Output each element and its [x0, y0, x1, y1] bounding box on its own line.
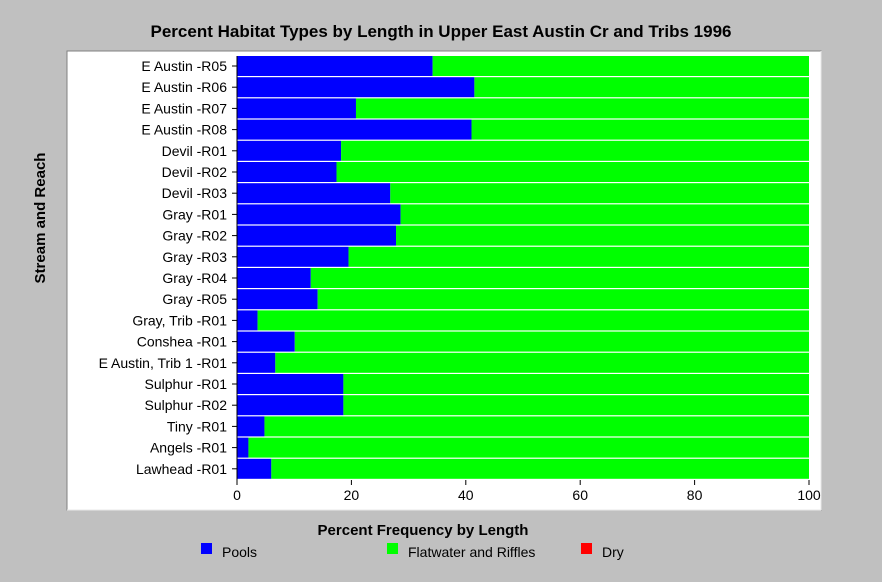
bar-flatwater-and-riffles-gray-r01: [400, 204, 809, 225]
legend-swatch-pools: [201, 543, 212, 554]
category-label-gray-r05: Gray -R05: [162, 291, 227, 307]
bar-flatwater-and-riffles-devil-r02: [336, 162, 809, 182]
bar-flatwater-and-riffles-gray-r04: [310, 268, 809, 288]
bar-flatwater-and-riffles-gray-r05: [317, 289, 809, 310]
category-label-e-austin-r07: E Austin -R07: [141, 100, 227, 116]
x-tick-label-80: 80: [687, 487, 703, 503]
category-label-devil-r02: Devil -R02: [162, 164, 228, 180]
bar-pools-e-austin-r06: [237, 77, 475, 98]
bar-flatwater-and-riffles-devil-r03: [390, 183, 809, 204]
bar-flatwater-and-riffles-gray-trib-r01: [257, 310, 809, 331]
x-tick-label-100: 100: [797, 487, 821, 503]
bar-flatwater-and-riffles-gray-r03: [348, 246, 809, 267]
x-tick-label-60: 60: [572, 487, 588, 503]
bar-pools-e-austin-r08: [237, 119, 472, 140]
bar-pools-sulphur-r02: [237, 395, 344, 416]
bar-pools-devil-r03: [237, 183, 391, 204]
category-label-devil-r01: Devil -R01: [162, 143, 228, 159]
bar-flatwater-and-riffles-sulphur-r02: [343, 395, 809, 416]
bar-pools-devil-r02: [237, 162, 337, 182]
category-label-angels-r01: Angels -R01: [150, 440, 227, 456]
bar-flatwater-and-riffles-angels-r01: [248, 437, 809, 458]
bar-flatwater-and-riffles-e-austin-r06: [474, 77, 809, 98]
bar-flatwater-and-riffles-conshea-r01: [294, 331, 810, 352]
bars-group: [237, 56, 810, 479]
bar-pools-gray-trib-r01: [237, 310, 258, 331]
legend-swatch-flatwater-and-riffles: [387, 543, 398, 554]
x-tick-label-40: 40: [458, 487, 474, 503]
bar-flatwater-and-riffles-sulphur-r01: [343, 374, 809, 394]
y-axis-title: Stream and Reach: [32, 153, 49, 284]
legend-swatch-dry: [581, 543, 592, 554]
bar-pools-gray-r01: [237, 204, 401, 225]
category-label-gray-r01: Gray -R01: [162, 206, 227, 222]
category-label-gray-r03: Gray -R03: [162, 249, 227, 265]
bar-pools-e-austin-r07: [237, 98, 356, 119]
bar-flatwater-and-riffles-lawhead-r01: [271, 458, 809, 479]
bar-pools-sulphur-r01: [237, 374, 344, 394]
bar-flatwater-and-riffles-gray-r02: [396, 225, 809, 246]
category-label-gray-r04: Gray -R04: [162, 270, 227, 286]
bar-pools-e-austin-r05: [237, 56, 433, 76]
category-label-lawhead-r01: Lawhead -R01: [136, 461, 227, 477]
bar-pools-tiny-r01: [237, 416, 265, 437]
bar-pools-e-austin-trib-1-r01: [237, 352, 276, 373]
category-label-gray-trib-r01: Gray, Trib -R01: [132, 312, 227, 328]
legend-label-flatwater-and-riffles: Flatwater and Riffles: [408, 544, 535, 560]
category-label-conshea-r01: Conshea -R01: [137, 334, 227, 350]
bar-flatwater-and-riffles-devil-r01: [341, 140, 809, 161]
bar-pools-gray-r05: [237, 289, 318, 310]
bar-pools-lawhead-r01: [237, 458, 272, 479]
bar-pools-gray-r04: [237, 268, 311, 288]
category-label-gray-r02: Gray -R02: [162, 228, 227, 244]
bar-flatwater-and-riffles-e-austin-r05: [432, 56, 809, 76]
legend-label-pools: Pools: [222, 544, 257, 560]
category-label-e-austin-r05: E Austin -R05: [141, 58, 227, 74]
bar-pools-angels-r01: [237, 437, 249, 458]
x-tick-label-20: 20: [344, 487, 360, 503]
category-label-e-austin-r08: E Austin -R08: [141, 122, 227, 138]
bar-pools-gray-r02: [237, 225, 397, 246]
bar-pools-conshea-r01: [237, 331, 295, 352]
category-label-sulphur-r01: Sulphur -R01: [145, 376, 228, 392]
category-label-e-austin-r06: E Austin -R06: [141, 79, 227, 95]
category-labels: E Austin -R05 E Austin -R06 E Austin -R07 E…: [99, 56, 238, 480]
chart-title: Percent Habitat Types by Length in Upper…: [151, 22, 732, 41]
bar-flatwater-and-riffles-e-austin-trib-1-r01: [275, 352, 810, 373]
category-label-devil-r03: Devil -R03: [162, 185, 228, 201]
category-label-e-austin-trib-1-r01: E Austin, Trib 1 -R01: [99, 355, 228, 371]
bar-flatwater-and-riffles-e-austin-r08: [471, 119, 809, 140]
x-axis-title: Percent Frequency by Length: [318, 522, 529, 539]
legend-label-dry: Dry: [602, 544, 624, 560]
bar-pools-devil-r01: [237, 140, 342, 161]
x-tick-label-0: 0: [233, 487, 241, 503]
category-label-tiny-r01: Tiny -R01: [167, 418, 227, 434]
bar-flatwater-and-riffles-tiny-r01: [264, 416, 809, 437]
legend: Pools Flatwater and Riffles Dry: [201, 543, 624, 560]
bar-flatwater-and-riffles-e-austin-r07: [355, 98, 809, 119]
x-axis-ticks: 0 20 40 60 80 100: [233, 480, 821, 503]
bar-pools-gray-r03: [237, 246, 349, 267]
category-label-sulphur-r02: Sulphur -R02: [145, 397, 228, 413]
